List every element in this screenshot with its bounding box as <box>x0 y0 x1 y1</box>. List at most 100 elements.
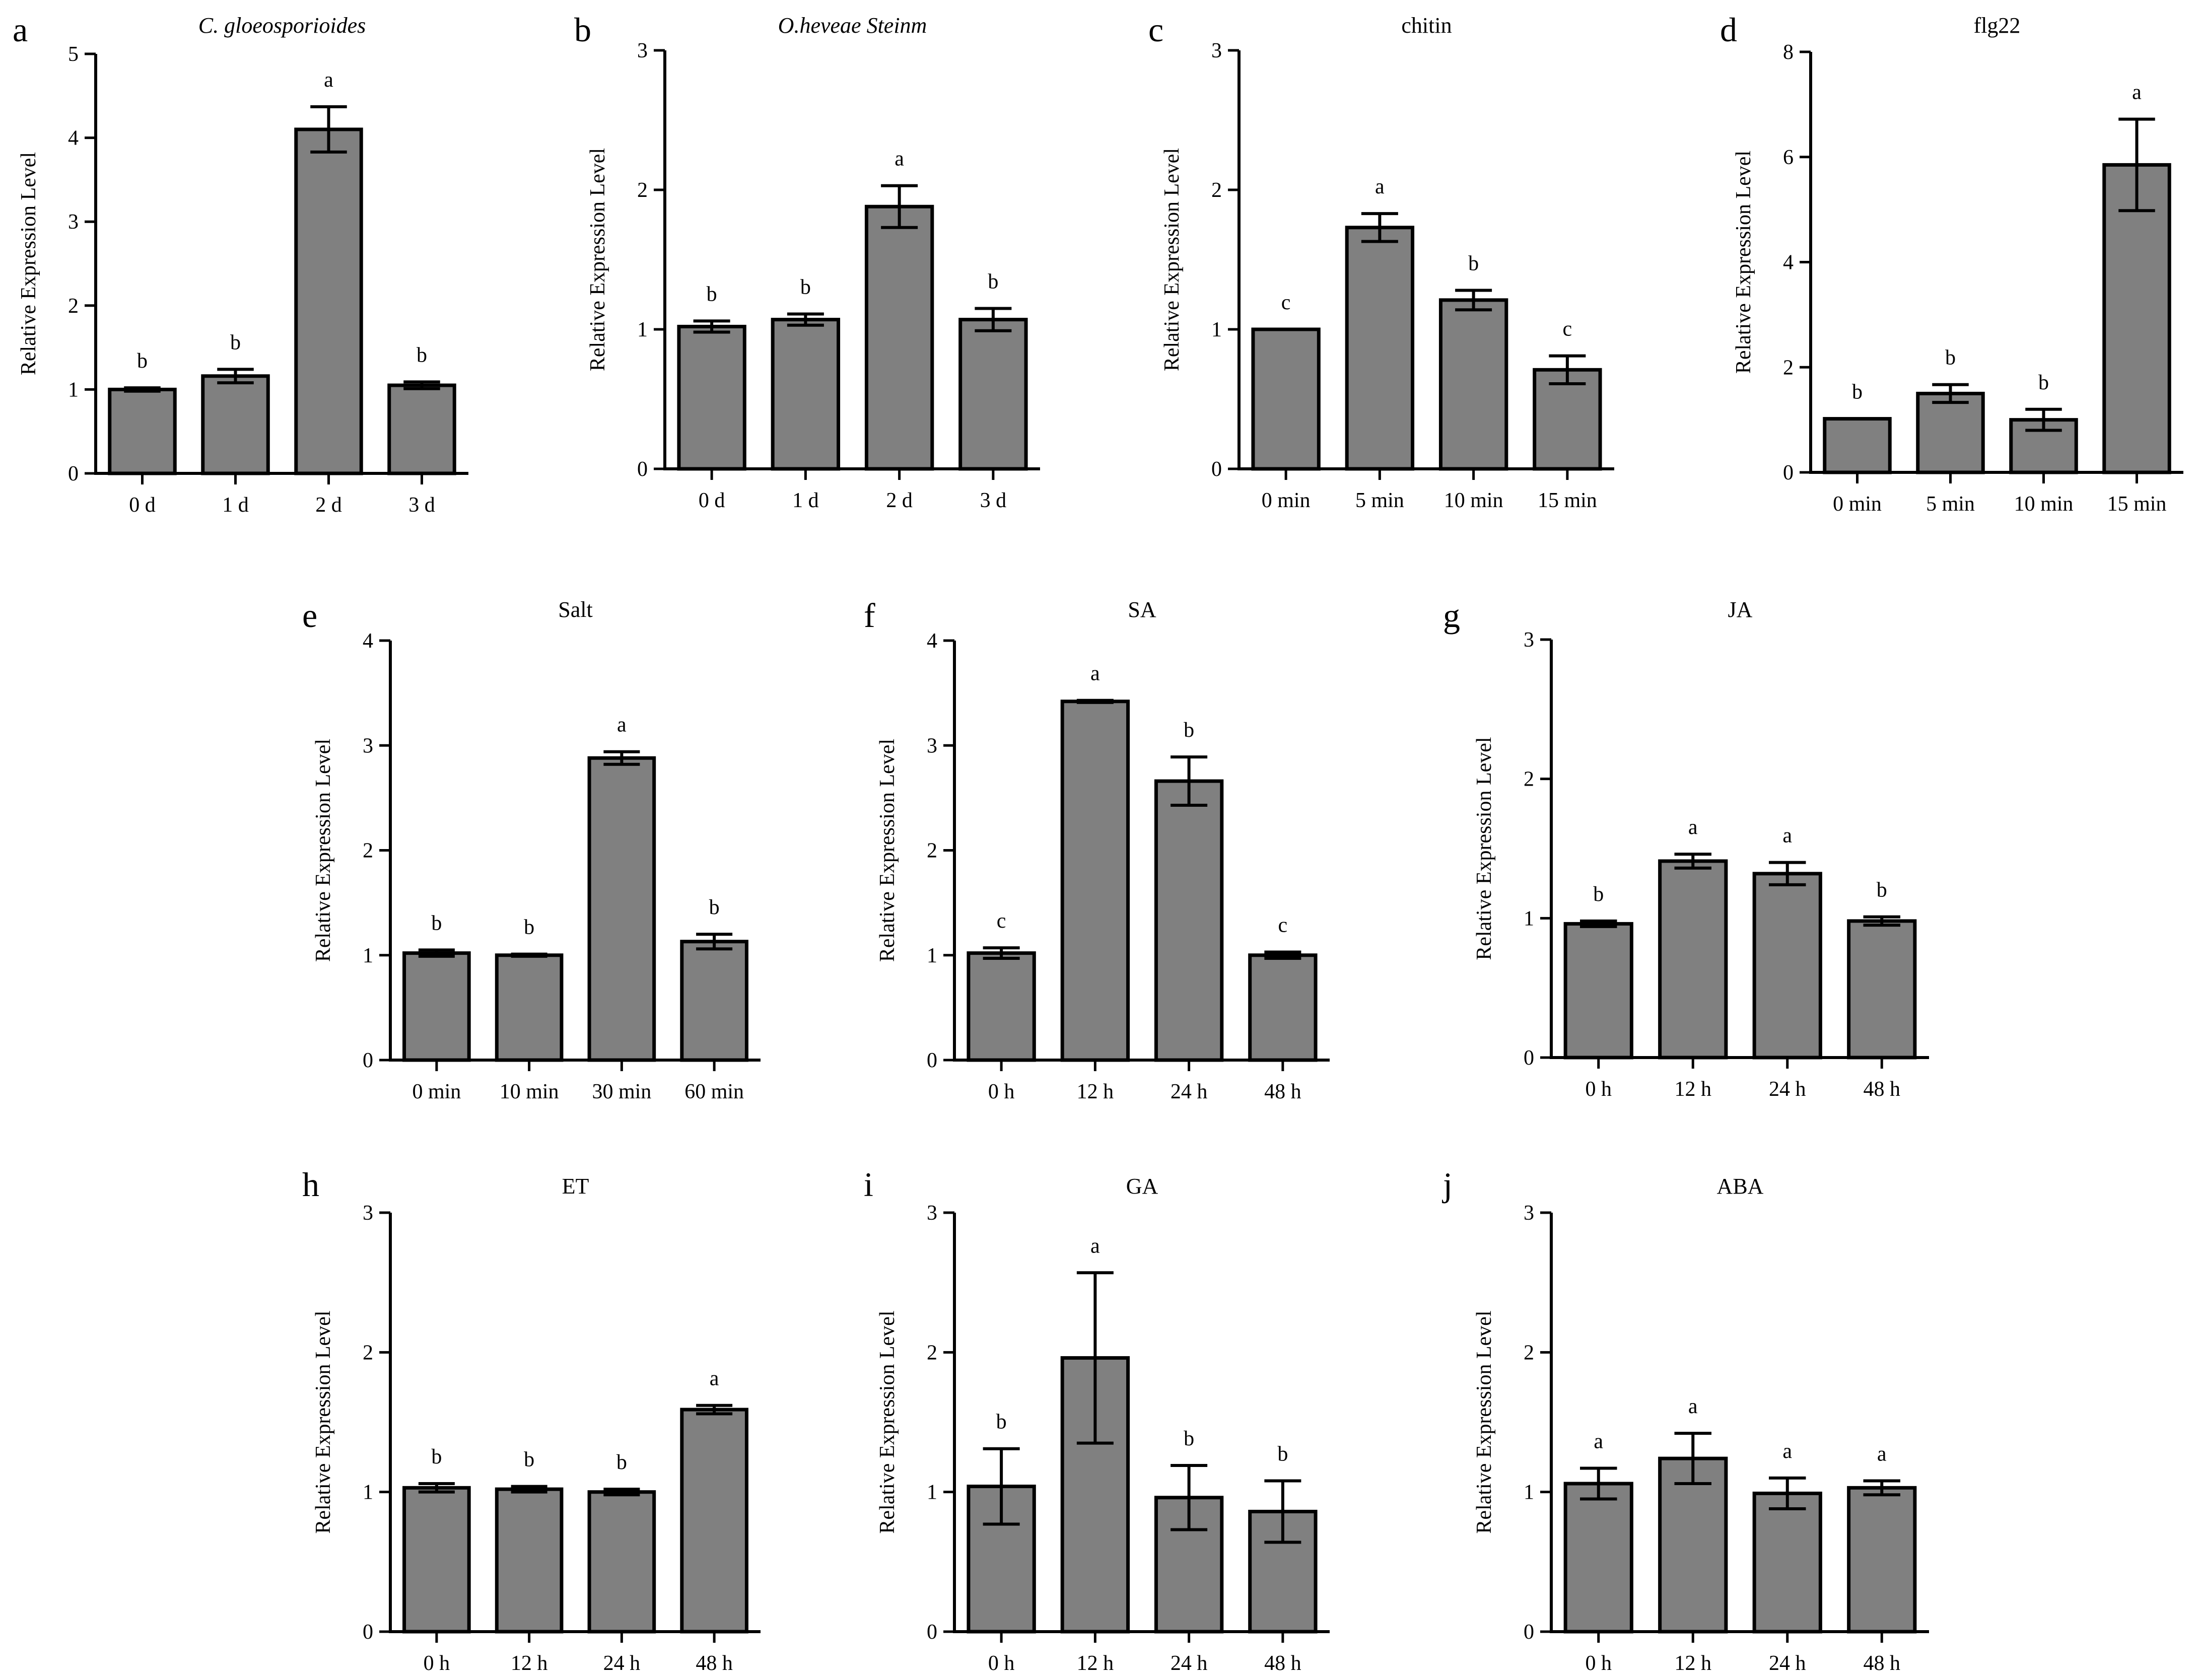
panel-title: ET <box>562 1174 589 1199</box>
y-tick-label: 8 <box>1783 41 1794 64</box>
panel-title: O.heveae Steinm <box>778 13 927 38</box>
y-axis-label: Relative Expression Level <box>586 148 609 371</box>
y-tick-label: 2 <box>927 839 937 863</box>
y-tick-label: 1 <box>363 944 373 967</box>
significance-label: b <box>707 283 717 306</box>
significance-label: a <box>1688 816 1698 839</box>
y-axis-label: Relative Expression Level <box>1160 148 1184 371</box>
x-tick-label: 24 h <box>1171 1652 1208 1675</box>
x-tick-label: 24 h <box>603 1652 641 1675</box>
bar <box>958 318 1028 471</box>
y-axis-label: Relative Expression Level <box>876 739 899 962</box>
x-tick-label: 48 h <box>1264 1080 1301 1103</box>
y-tick-label: 3 <box>1524 628 1534 652</box>
y-tick-label: 3 <box>927 1202 937 1225</box>
x-tick-label: 2 d <box>315 494 342 517</box>
y-tick-label: 2 <box>1524 1341 1534 1364</box>
x-tick-label: 3 d <box>980 489 1007 512</box>
x-tick-label: 5 min <box>1926 493 1975 516</box>
x-tick-label: 0 h <box>988 1080 1015 1103</box>
significance-label: a <box>1090 1234 1100 1257</box>
y-tick-label: 1 <box>1524 907 1534 930</box>
bar <box>495 1487 564 1634</box>
y-tick-label: 2 <box>363 839 373 863</box>
significance-label: c <box>1563 318 1572 341</box>
x-tick-label: 0 h <box>1586 1652 1612 1675</box>
significance-label: a <box>1090 662 1100 685</box>
significance-label: b <box>1877 879 1887 902</box>
x-tick-label: 2 d <box>886 489 913 512</box>
bar <box>1438 298 1508 471</box>
panel-title: chitin <box>1401 13 1452 38</box>
y-tick-label: 2 <box>1783 356 1794 379</box>
y-tick-label: 3 <box>1211 39 1222 62</box>
significance-label: b <box>800 276 811 299</box>
significance-label: c <box>1278 914 1288 937</box>
significance-label: b <box>230 331 241 354</box>
significance-label: b <box>137 349 148 373</box>
bar <box>1847 1486 1917 1634</box>
panel-e: e Salt Relative Expression Level 0 1 2 3 4 0 min… <box>302 596 761 1103</box>
x-tick-label: 48 h <box>1864 1078 1901 1101</box>
y-tick-label: 3 <box>363 1202 373 1225</box>
significance-label: b <box>616 1451 627 1474</box>
x-tick-label: 24 h <box>1769 1652 1806 1675</box>
significance-label: b <box>709 896 720 919</box>
bar <box>1847 919 1917 1060</box>
panel-title: ABA <box>1717 1174 1764 1199</box>
y-tick-label: 3 <box>363 734 373 757</box>
significance-label: a <box>895 148 904 171</box>
significance-label: a <box>1375 175 1385 198</box>
y-tick-label: 0 <box>1524 1046 1534 1070</box>
y-axis-label: Relative Expression Level <box>1732 151 1755 374</box>
x-tick-label: 10 min <box>1444 489 1503 512</box>
panel-letter: e <box>302 596 317 635</box>
significance-label: c <box>1281 291 1291 314</box>
x-tick-label: 0 h <box>1586 1078 1612 1101</box>
x-tick-label: 3 d <box>408 494 435 517</box>
bar <box>1060 699 1130 1062</box>
x-tick-label: 10 min <box>2014 493 2074 516</box>
significance-label: b <box>1852 381 1863 404</box>
x-tick-label: 12 h <box>511 1652 548 1675</box>
significance-label: b <box>1468 252 1479 275</box>
bar <box>587 756 656 1062</box>
panel-letter: j <box>1442 1165 1453 1204</box>
x-tick-label: 5 min <box>1355 489 1404 512</box>
x-tick-label: 1 d <box>222 494 249 517</box>
panel-g: g JA Relative Expression Level 0 1 2 3 0 h b 12 h… <box>1443 596 1929 1101</box>
bar <box>771 318 841 471</box>
bar <box>108 387 177 475</box>
significance-label: b <box>431 1445 442 1468</box>
bar <box>1658 859 1728 1060</box>
significance-label: b <box>2038 371 2049 394</box>
panel-letter: g <box>1443 596 1460 635</box>
bar <box>967 951 1036 1062</box>
y-tick-label: 1 <box>363 1481 373 1504</box>
y-tick-label: 0 <box>1211 458 1222 481</box>
x-tick-label: 15 min <box>1538 489 1597 512</box>
y-tick-label: 0 <box>68 462 79 485</box>
bar <box>1563 1482 1633 1634</box>
bar <box>587 1490 656 1634</box>
bar <box>1752 1491 1822 1634</box>
x-tick-label: 12 h <box>1675 1652 1712 1675</box>
significance-label: a <box>1594 1430 1603 1453</box>
significance-label: a <box>617 714 627 737</box>
bar <box>201 374 270 475</box>
significance-label: b <box>1593 883 1604 906</box>
y-axis-label: Relative Expression Level <box>312 739 335 962</box>
y-tick-label: 1 <box>927 944 937 967</box>
bar <box>1248 953 1318 1062</box>
panel-letter: b <box>574 11 591 49</box>
significance-label: b <box>988 270 998 293</box>
significance-label: b <box>431 912 442 935</box>
x-tick-label: 48 h <box>696 1652 733 1675</box>
y-tick-label: 0 <box>1783 461 1794 484</box>
panel-title: C. gloeosporioides <box>198 13 366 38</box>
y-axis-label: Relative Expression Level <box>312 1310 335 1533</box>
y-tick-label: 2 <box>363 1341 373 1364</box>
panel-letter: d <box>1720 11 1737 49</box>
bar <box>402 951 471 1062</box>
x-tick-label: 48 h <box>1864 1652 1901 1675</box>
